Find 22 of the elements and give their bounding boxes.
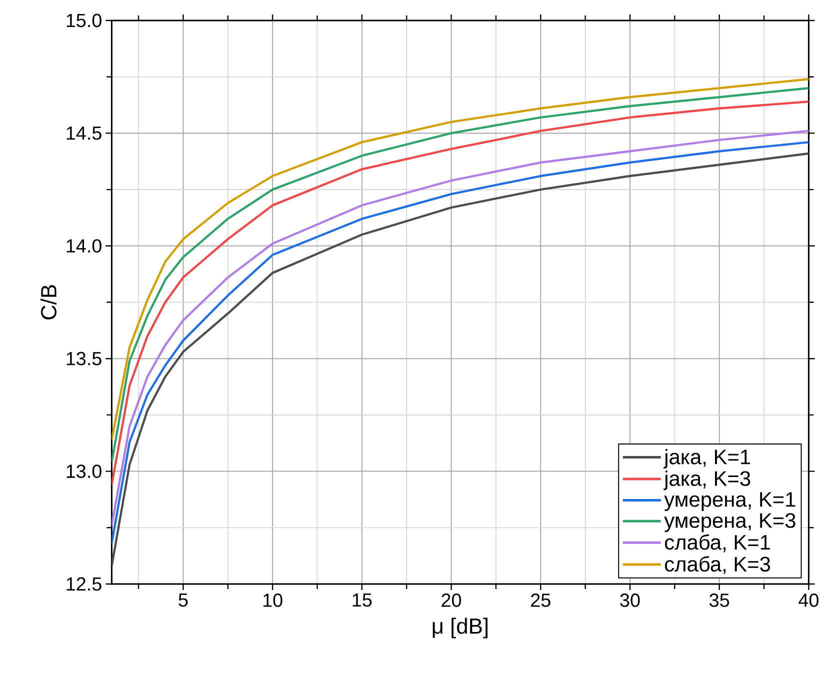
legend-label: слаба, K=1 <box>664 534 770 552</box>
y-tick-label: 14.5 <box>66 126 102 140</box>
y-tick-label: 13.5 <box>66 352 102 366</box>
x-tick-label: 30 <box>620 594 640 607</box>
y-tick-label: 13.0 <box>66 464 102 478</box>
x-tick-label: 15 <box>352 594 372 607</box>
legend-label: слаба, K=3 <box>664 556 770 574</box>
x-tick-label: 10 <box>263 594 282 607</box>
legend-label: јака, K=1 <box>664 448 750 468</box>
legend-label: умерена, K=1 <box>664 492 796 511</box>
x-tick-label: 40 <box>798 594 818 607</box>
legend-label: јака, K=3 <box>664 470 750 490</box>
y-tick-label: 12.5 <box>66 577 102 591</box>
x-tick-label: 35 <box>710 594 730 607</box>
x-tick-label: 25 <box>531 594 550 607</box>
x-tick-label: 5 <box>178 594 188 607</box>
y-axis-title: С/В <box>40 285 57 320</box>
x-tick-label: 20 <box>442 594 462 607</box>
legend-label: умерена, K=3 <box>664 513 796 532</box>
x-axis-title: μ [dB] <box>432 618 488 638</box>
y-tick-label: 14.0 <box>66 239 102 253</box>
y-tick-label: 15.0 <box>66 14 102 28</box>
